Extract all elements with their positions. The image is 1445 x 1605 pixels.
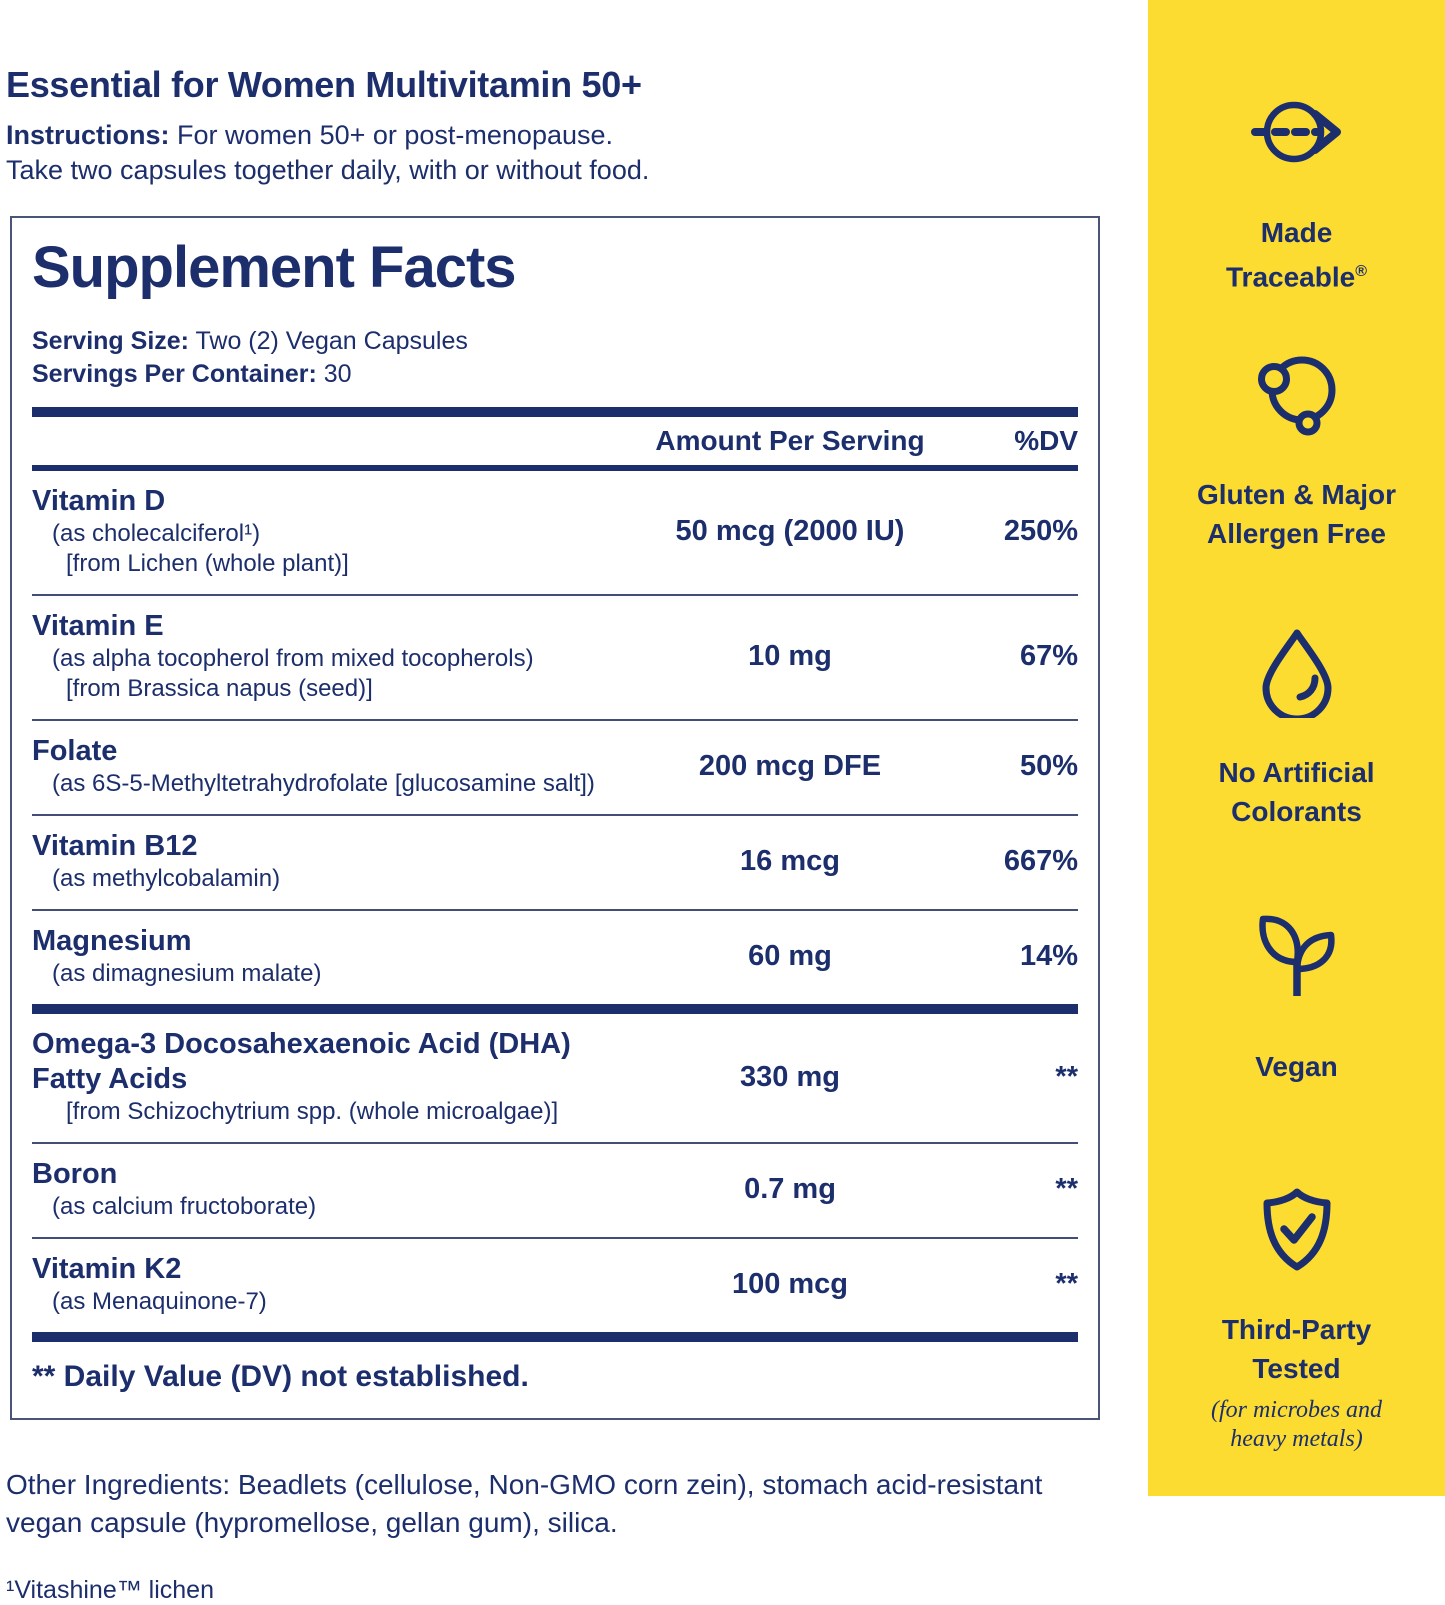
yellow-badge-sidebar: Made Traceable® Gluten & Major Allergen Fre… [1148,0,1445,1496]
nutrient-row: Magnesium (as dimagnesium malate) 60 mg 14% [32,909,1078,1004]
servings-label: Servings Per Container: [32,360,317,388]
certification-badge: Made Traceable® [1148,86,1445,296]
divider-thick-bottom [32,1332,1078,1342]
nutrient-name: Boron [32,1158,118,1190]
servings-value: 30 [323,360,352,388]
nutrient-source-note: (as calcium fructoborate) [52,1193,317,1220]
nutrient-source-note: (as 6S-5-Methyltetrahydrofolate [glucosa… [52,770,595,797]
column-header-amount: Amount Per Serving [655,425,925,456]
nutrient-dv: ** [1055,1060,1078,1093]
nutrient-source-note: [from Schizochytrium spp. (whole microal… [66,1098,559,1125]
nutrient-name: Vitamin D [32,485,166,517]
instructions: Instructions: For women 50+ or post-meno… [6,118,1148,188]
nutrient-row: Vitamin B12 (as methylcobalamin) 16 mcg 667… [32,814,1078,909]
nutrient-source-note: (as alpha tocopherol from mixed tocopher… [52,645,534,672]
serving-size-line: Serving Size: Two (2) Vegan Capsules [32,325,1078,358]
shield-check-icon [1251,1183,1343,1280]
badge-label: Made Traceable® [1226,217,1367,293]
nutrient-dv: 50% [1019,750,1078,782]
daily-value-note: ** Daily Value (DV) not established. [32,1360,529,1393]
column-header-dv: %DV [1014,425,1078,456]
nutrient-amount: 10 mg [748,640,832,672]
nutrient-dv: 667% [1003,845,1078,877]
nutrient-source-note: (as methylcobalamin) [52,865,281,892]
nutrient-row: Boron (as calcium fructoborate) 0.7 mg ** [32,1142,1078,1237]
nutrient-source-note: (as cholecalciferol¹) [52,520,261,547]
facts-rows-group-1: Vitamin D (as cholecalciferol¹) [from Lich… [32,471,1078,1004]
serving-size-label: Serving Size: [32,327,189,355]
nutrient-dv: 67% [1019,640,1078,672]
nutrient-row: Omega-3 Docosahexaenoic Acid (DHA) Fatty… [32,1014,1078,1142]
page-title: Essential for Women Multivitamin 50+ [6,64,642,105]
traceable-arrow-icon [1250,86,1343,183]
nutrient-amount: 0.7 mg [744,1173,836,1205]
facts-rows-group-2: Omega-3 Docosahexaenoic Acid (DHA) Fatty… [32,1014,1078,1332]
instructions-line-1: Instructions: For women 50+ or post-meno… [6,118,1148,153]
nutrient-amount: 50 mcg (2000 IU) [675,515,905,547]
nutrient-source-note: (as Menaquinone-7) [52,1288,267,1315]
divider-thick-top [32,407,1078,417]
nutrient-dv: ** [1055,1173,1078,1205]
nutrient-amount: 330 mg [740,1060,840,1093]
nutrient-source-note: [from Brassica napus (seed)] [66,675,373,702]
nutrient-row: Folate (as 6S-5-Methyltetrahydrofolate [g… [32,719,1078,814]
badge-label: Third-Party Tested [1221,1314,1372,1384]
nutrient-dv: 250% [1003,515,1078,547]
label-main-column: Essential for Women Multivitamin 50+ Ins… [6,64,1148,1604]
badge-label: No Artificial Colorants [1218,757,1375,827]
nutrient-dv: 14% [1019,940,1078,972]
nutrient-name: Vitamin B12 [32,830,198,862]
nutrient-name: Magnesium [32,925,192,957]
certification-badge: Gluten & Major Allergen Free [1148,348,1445,553]
nutrient-row: Vitamin K2 (as Menaquinone-7) 100 mcg ** [32,1237,1078,1332]
nutrient-source-note: (as dimagnesium malate) [52,960,322,987]
nutrient-name: Folate [32,735,118,767]
certification-badge: Vegan [1148,906,1445,1086]
nutrient-source-note: [from Lichen (whole plant)] [66,550,349,577]
servings-per-container-line: Servings Per Container: 30 [32,358,1078,391]
instructions-label: Instructions: [6,120,170,150]
divider-under-header [32,465,1078,471]
facts-table-header: Amount Per Serving %DV [32,417,1078,465]
badge-note: (for microbes and heavy metals) [1210,1397,1383,1452]
nutrient-amount: 16 mcg [740,845,840,877]
nutrient-amount: 200 mcg DFE [698,750,882,782]
nutrient-name: Omega-3 Docosahexaenoic Acid (DHA) Fatty… [32,1028,571,1095]
certification-badge: Third-Party Tested (for microbes and heavy … [1148,1183,1445,1454]
badge-label: Vegan [1255,1051,1338,1082]
allergen-free-circles-icon [1251,348,1343,445]
certification-badge: No Artificial Colorants [1148,626,1445,831]
nutrient-amount: 100 mcg [731,1268,849,1300]
nutrient-name: Vitamin K2 [32,1253,182,1285]
vitashine-footnote: ¹Vitashine™ lichen [6,1576,214,1604]
instructions-text: For women 50+ or post-menopause. [177,120,614,150]
nutrient-amount: 60 mg [748,940,832,972]
supplement-facts-title: Supplement Facts [32,235,517,300]
other-ingredients: Other Ingredients: Beadlets (cellulose, … [6,1469,1043,1538]
nutrient-name: Vitamin E [32,610,164,642]
divider-thick-middle [32,1004,1078,1014]
serving-size-value: Two (2) Vegan Capsules [195,327,468,355]
badge-label: Gluten & Major Allergen Free [1196,479,1397,549]
droplet-icon [1251,626,1343,723]
nutrient-dv: ** [1055,1268,1078,1300]
supplement-facts-panel: Supplement Facts Serving Size: Two (2) V… [10,216,1100,1420]
sprout-icon [1251,906,1343,1003]
nutrient-row: Vitamin E (as alpha tocopherol from mixed… [32,594,1078,719]
instructions-line-2: Take two capsules together daily, with o… [6,155,650,185]
nutrient-row: Vitamin D (as cholecalciferol¹) [from Lich… [32,471,1078,594]
